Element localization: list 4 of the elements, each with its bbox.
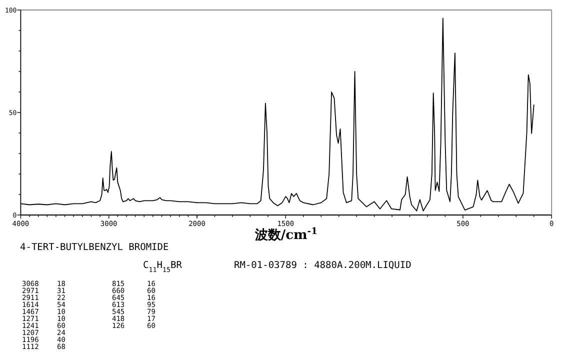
text: 4-TERT-BUTYLBENZYL BROMIDE (20, 242, 169, 253)
x-axis-title: 波数/cm$^{-1}$ (254, 226, 318, 243)
text: RM-01-03789 : 4880A.200M.LIQUID (234, 260, 412, 271)
text: C$_{11}$H$_{15}$BR (143, 260, 182, 274)
